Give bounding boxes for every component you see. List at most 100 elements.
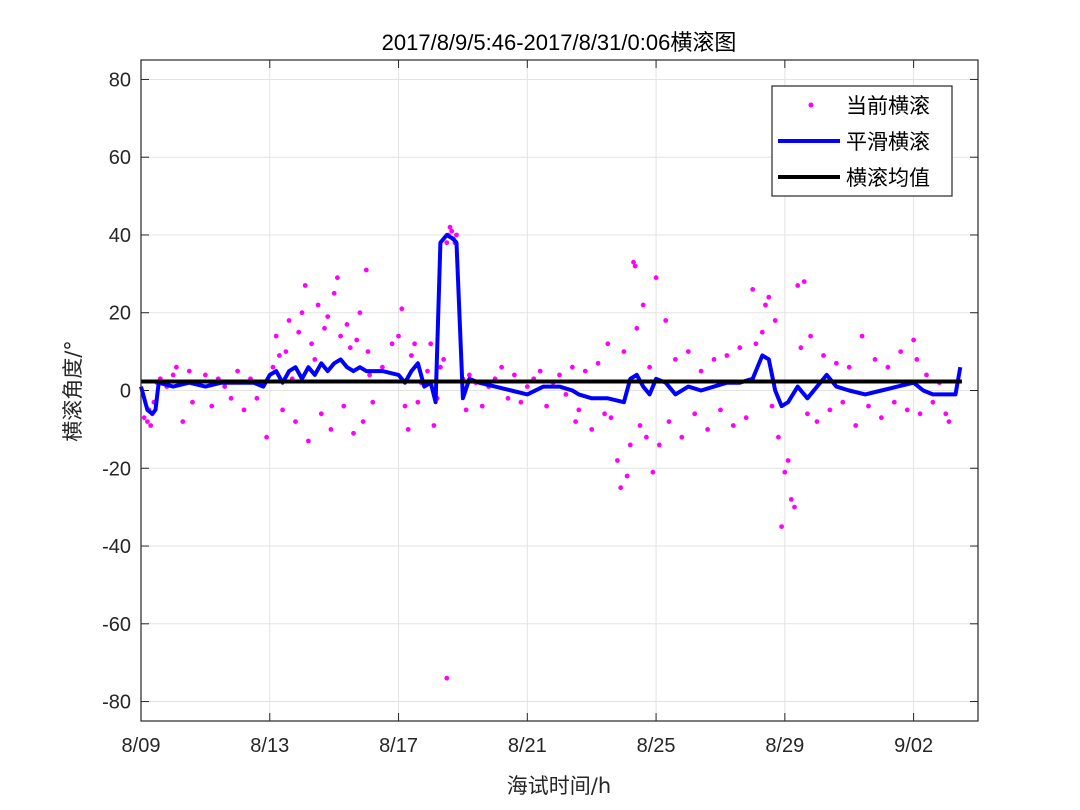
current-roll-point [367,372,372,378]
chart-title: 2017/8/9/5:46-2017/8/31/0:06横滚图 [382,30,737,55]
current-roll-point [924,372,929,378]
current-roll-point [174,364,179,370]
current-roll-point [293,419,298,424]
axes-box [140,59,979,722]
current-roll-point [779,524,784,529]
current-roll-point [344,322,350,327]
y-tick-label: -20 [102,458,131,480]
current-roll-point [363,267,369,273]
current-roll-point [280,407,285,413]
y-tick-label: 40 [109,225,131,247]
current-roll-point [589,427,595,432]
current-roll-point [914,357,920,362]
current-roll-point [365,349,371,354]
current-roll-point [431,423,437,428]
current-roll-point [228,395,234,401]
current-roll-point [859,333,865,339]
current-roll-point [634,325,640,331]
current-roll-point [141,415,147,421]
y-tick-label: -40 [102,536,131,558]
x-tick-label: 8/17 [379,735,418,757]
current-roll-point [946,419,952,424]
current-roll-point [763,302,768,308]
current-roll-point [186,368,192,374]
current-roll-point [602,411,607,417]
current-roll-point [454,232,459,238]
current-roll-point [190,399,195,405]
y-tick-label: 0 [120,381,131,403]
current-roll-point [573,419,578,424]
current-roll-point [415,399,421,405]
current-roll-point [766,294,772,300]
current-roll-point [351,430,356,436]
current-roll-point [273,333,279,339]
current-roll-point [479,403,485,409]
current-roll-point [283,349,289,354]
legend: 当前横滚 平滑横滚 横滚均值 [771,85,953,197]
current-roll-point [402,403,408,409]
y-axis-label: 横滚角度/° [61,340,85,442]
current-roll-point [911,337,916,343]
current-roll-point [360,419,366,424]
current-roll-point [637,423,643,428]
current-roll-point [632,263,638,269]
current-roll-point [557,372,562,378]
plot-data [139,224,963,681]
current-roll-point [449,228,455,234]
current-roll-point [341,403,347,409]
current-roll-point [724,353,730,358]
current-roll-point [354,337,360,343]
current-roll-point [785,458,791,463]
legend-label-current: 当前横滚 [846,94,930,118]
current-roll-point [805,411,810,417]
current-roll-point [705,427,710,432]
current-roll-point [299,310,305,316]
current-roll-point [753,341,759,347]
current-roll-point [396,333,401,339]
current-roll-point [917,411,923,417]
current-roll-point [759,329,765,335]
y-tick-label: -60 [102,614,131,636]
current-roll-point [467,372,472,378]
current-roll-point [656,442,662,448]
current-roll-point [776,434,781,440]
current-roll-point [788,497,794,502]
current-roll-point [872,357,878,362]
current-roll-point [347,345,353,351]
current-roll-point [444,675,450,681]
current-roll-point [409,353,414,358]
current-roll-point [904,407,910,413]
current-roll-point [338,333,343,339]
current-roll-point [170,372,176,378]
current-roll-point [428,341,434,347]
y-tick-label: 20 [109,303,131,325]
current-roll-point [621,349,627,354]
current-roll-point [563,392,569,397]
current-roll-point [821,353,826,358]
current-roll-point [782,469,788,475]
current-roll-point [801,279,807,284]
current-roll-point [331,290,337,296]
current-roll-point [438,364,443,370]
current-roll-point [644,434,649,440]
current-roll-point [930,399,936,405]
x-tick-label: 8/09 [122,735,161,757]
current-roll-point [399,306,405,312]
legend-label-mean: 横滚均值 [846,166,930,190]
x-axis-label: 海试时间/h [507,774,611,798]
current-roll-point [814,419,820,424]
current-roll-point [576,407,582,413]
legend-label-smooth: 平滑横滚 [846,130,930,154]
current-roll-point [322,325,327,331]
current-roll-point [463,407,469,413]
current-roll-point [808,333,813,339]
current-roll-point [685,349,691,354]
current-roll-point [898,349,904,354]
current-roll-point [846,364,852,370]
current-roll-point [544,403,549,409]
current-roll-point [653,275,659,281]
current-roll-point [631,259,636,265]
current-roll-point [879,415,884,421]
x-tick-label: 8/13 [250,735,289,757]
current-roll-point [254,395,260,401]
